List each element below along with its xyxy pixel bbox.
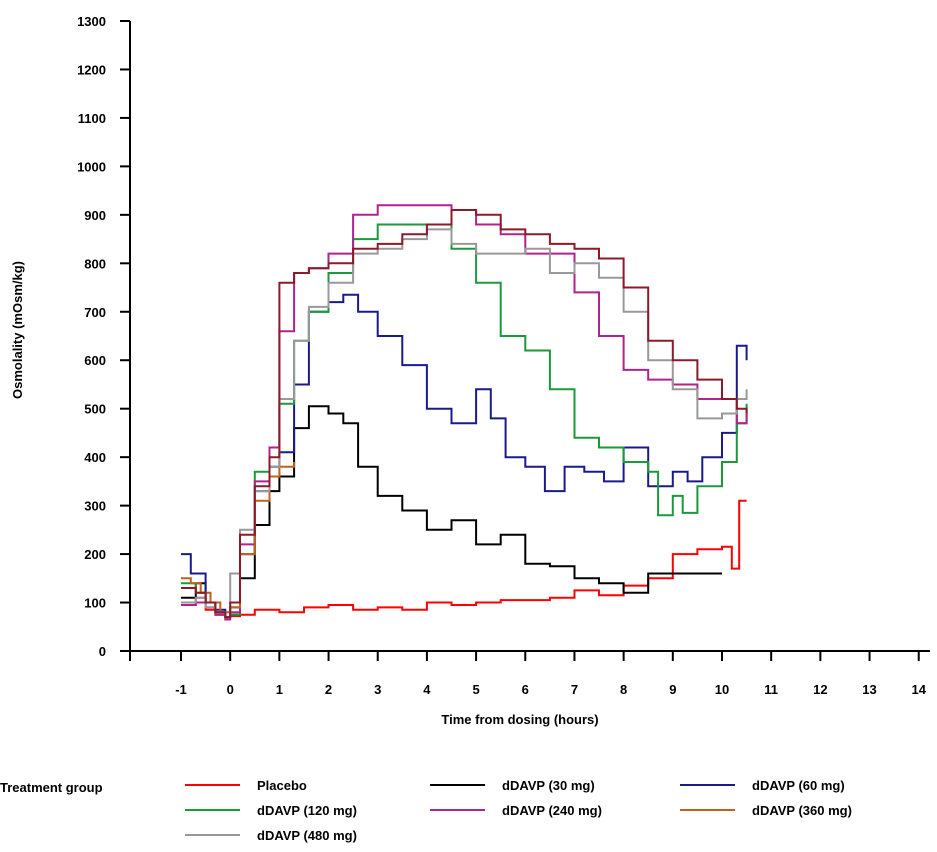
legend: Treatment group Placebo dDAVP (30 mg) dDAV… (0, 778, 852, 843)
series-line-5 (181, 462, 296, 614)
x-tick-label: 3 (374, 682, 381, 697)
legend-label: dDAVP (30 mg) (502, 778, 595, 793)
series-line-3 (181, 223, 748, 619)
y-tick-label: 1300 (77, 14, 106, 29)
y-tick-label: 1000 (77, 159, 106, 174)
x-tick-label: 12 (813, 682, 827, 697)
x-tick-label: 8 (620, 682, 627, 697)
y-tick-label: 800 (84, 256, 106, 271)
legend-label: dDAVP (480 mg) (257, 828, 357, 843)
y-tick-label: 1200 (77, 62, 106, 77)
legend-label: Placebo (257, 778, 307, 793)
series-line-4 (181, 204, 748, 621)
legend-title: Treatment group (0, 780, 103, 795)
x-tick-label: 10 (715, 682, 729, 697)
y-tick-label: 1100 (78, 111, 106, 126)
x-tick-label: 7 (571, 682, 578, 697)
y-tick-label: 300 (84, 499, 106, 514)
y-axis: 0 100 200 300 400 500 600 700 800 900 1000 1100 1200… (77, 14, 131, 659)
legend-label: dDAVP (60 mg) (752, 778, 845, 793)
legend-label: dDAVP (240 mg) (502, 803, 602, 818)
x-tick-label: 2 (325, 682, 332, 697)
x-tick-label: 5 (472, 682, 479, 697)
x-tick-label: 1 (276, 682, 283, 697)
x-tick-label: -1 (175, 682, 187, 697)
x-tick-label: 14 (911, 682, 926, 697)
x-axis: -1 0 1 2 3 4 5 6 7 8 9 10 11 12 13 14 (129, 650, 930, 697)
series-layer (181, 204, 748, 621)
y-tick-label: 500 (84, 402, 106, 417)
x-tick-label: 6 (522, 682, 529, 697)
legend-label: dDAVP (120 mg) (257, 803, 357, 818)
y-axis-title: Osmolality (mOsm/kg) (10, 261, 25, 399)
series-line-2 (181, 293, 748, 619)
series-line-0 (181, 499, 747, 619)
legend-label: dDAVP (360 mg) (752, 803, 852, 818)
y-tick-label: 400 (84, 450, 106, 465)
x-tick-label: 13 (862, 682, 876, 697)
y-tick-label: 100 (84, 596, 106, 611)
x-tick-label: 11 (764, 682, 778, 697)
x-tick-label: 0 (227, 682, 234, 697)
x-tick-label: 4 (423, 682, 431, 697)
series-line-7 (181, 209, 748, 619)
y-tick-label: 200 (84, 547, 106, 562)
y-tick-label: 700 (84, 305, 106, 320)
x-tick-label: 9 (669, 682, 676, 697)
y-tick-label: 0 (99, 644, 106, 659)
y-tick-label: 900 (84, 208, 106, 223)
y-tick-label: 600 (84, 353, 106, 368)
x-axis-title: Time from dosing (hours) (441, 712, 598, 727)
